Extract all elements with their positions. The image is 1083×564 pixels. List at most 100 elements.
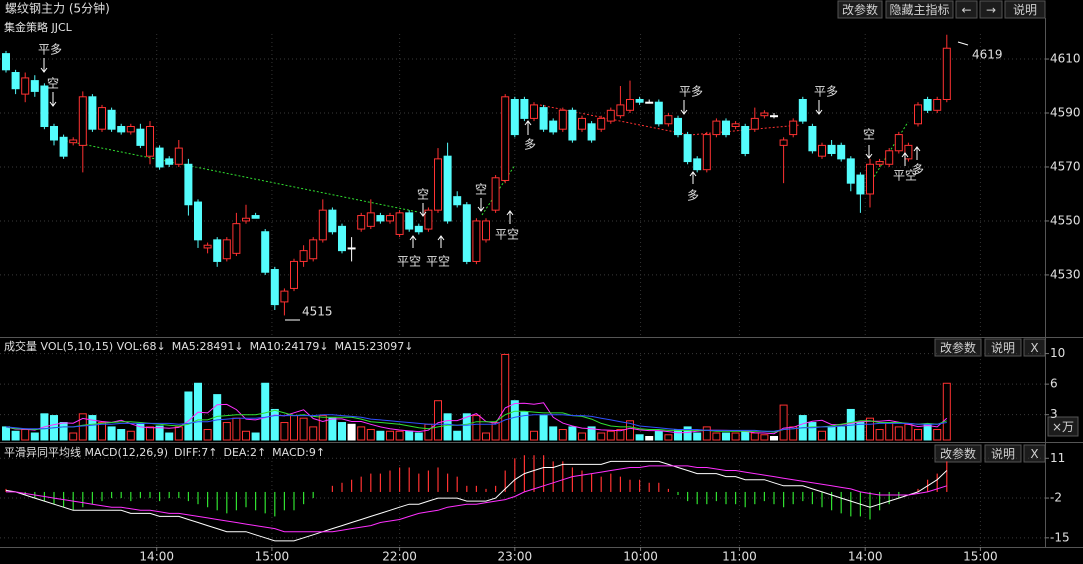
- button-label[interactable]: 改参数: [940, 446, 976, 461]
- button-frame[interactable]: [885, 0, 954, 19]
- button-label[interactable]: →: [986, 3, 996, 17]
- volume-bar: [549, 426, 558, 441]
- volume-bar: [2, 426, 11, 441]
- extreme-marker: [957, 41, 969, 46]
- signal-label: 平空: [397, 255, 421, 269]
- button[interactable]: 说明: [1004, 0, 1046, 19]
- volume-bar: [894, 426, 903, 441]
- volume-bar: [366, 429, 375, 441]
- button[interactable]: 改参数: [934, 338, 982, 357]
- button[interactable]: ←: [955, 0, 978, 19]
- volume-bar: [347, 423, 356, 441]
- trend-line: [61, 139, 419, 213]
- button[interactable]: 隐藏主指标: [885, 0, 954, 19]
- candle-body: [299, 250, 308, 262]
- button-label[interactable]: X: [1030, 447, 1038, 461]
- volume-bar: [11, 430, 20, 441]
- panel-title: 平滑异同平均线 MACD(12,26,9): [4, 445, 168, 459]
- button-label[interactable]: ×万: [1052, 420, 1074, 434]
- volume-bar: [501, 353, 510, 441]
- button-frame[interactable]: [955, 0, 978, 19]
- candle-body: [597, 117, 606, 130]
- button-frame[interactable]: [1023, 338, 1046, 357]
- volume-bar: [424, 423, 433, 441]
- button[interactable]: 改参数: [934, 444, 982, 463]
- candle-body: [59, 136, 68, 157]
- x-tick-label: 10:00: [623, 550, 658, 564]
- button[interactable]: 说明: [984, 444, 1022, 463]
- candle-body: [395, 212, 404, 235]
- candle-body: [270, 269, 279, 306]
- button-label[interactable]: 改参数: [842, 2, 878, 17]
- candle-body: [261, 231, 270, 273]
- button-label[interactable]: 说明: [991, 340, 1015, 355]
- volume-bar: [779, 404, 788, 441]
- volume-bar: [270, 408, 279, 441]
- button-label[interactable]: X: [1030, 341, 1038, 355]
- candle-body: [674, 117, 683, 136]
- button-label[interactable]: 改参数: [940, 340, 976, 355]
- button[interactable]: X: [1023, 444, 1046, 463]
- volume-bar: [309, 426, 318, 441]
- volume-bar: [21, 429, 30, 441]
- candle-body: [2, 53, 11, 71]
- volume-bar: [386, 430, 395, 441]
- low-label: 4515: [302, 305, 333, 319]
- signal-label: 空: [47, 77, 59, 91]
- signal-label: 平多: [814, 85, 838, 99]
- volume-bar: [203, 429, 212, 441]
- candle-body: [462, 204, 471, 262]
- volume-bar: [414, 432, 423, 441]
- candle-body: [69, 139, 78, 144]
- button-frame[interactable]: [1047, 416, 1079, 437]
- button-frame[interactable]: [984, 338, 1022, 357]
- candle-body: [760, 112, 769, 117]
- button-frame[interactable]: [934, 444, 982, 463]
- candle-body: [942, 47, 951, 101]
- candle-body: [50, 125, 59, 141]
- button-frame[interactable]: [934, 338, 982, 357]
- button[interactable]: →: [979, 0, 1003, 19]
- volume-bar: [395, 430, 404, 441]
- button[interactable]: 说明: [984, 338, 1022, 357]
- x-tick-label: 15:00: [963, 550, 998, 564]
- button[interactable]: X: [1023, 338, 1046, 357]
- volume-bar: [597, 432, 606, 441]
- button[interactable]: ×万: [1047, 416, 1079, 437]
- signal-label: 多: [912, 163, 924, 177]
- x-tick-label: 22:00: [382, 550, 417, 564]
- panel-title: 成交量 VOL(5,10,15) VOL:68↓: [4, 339, 166, 353]
- volume-bar: [702, 426, 711, 441]
- candle-body: [338, 225, 347, 252]
- button-label[interactable]: 说明: [1013, 2, 1037, 17]
- button-label[interactable]: 说明: [991, 446, 1015, 461]
- button-frame[interactable]: [984, 444, 1022, 463]
- candle-body: [213, 239, 222, 262]
- volume-bar: [904, 423, 913, 441]
- volume-bar: [510, 400, 519, 441]
- candle-body: [693, 158, 702, 171]
- y-tick-label: 4530: [1050, 267, 1081, 281]
- line-series: [5, 402, 948, 435]
- button-frame[interactable]: [979, 0, 1003, 19]
- legend-entry: MA15:23097↓: [335, 340, 414, 353]
- button-label[interactable]: ←: [961, 3, 971, 17]
- button-label[interactable]: 隐藏主指标: [889, 2, 949, 17]
- volume-bar: [59, 422, 68, 441]
- button[interactable]: 改参数: [837, 0, 883, 19]
- candle-body: [78, 96, 87, 146]
- candle-body: [616, 104, 625, 117]
- volume-bar: [126, 430, 135, 441]
- candle-body: [366, 212, 375, 227]
- candle-body: [770, 115, 779, 118]
- button-frame[interactable]: [1023, 444, 1046, 463]
- button-frame[interactable]: [837, 0, 883, 19]
- candle-body: [923, 99, 932, 111]
- candle-body: [856, 174, 865, 195]
- button-frame[interactable]: [1004, 0, 1046, 19]
- candle-body: [846, 158, 855, 184]
- volume-bar: [914, 429, 923, 441]
- candle-body: [376, 215, 385, 222]
